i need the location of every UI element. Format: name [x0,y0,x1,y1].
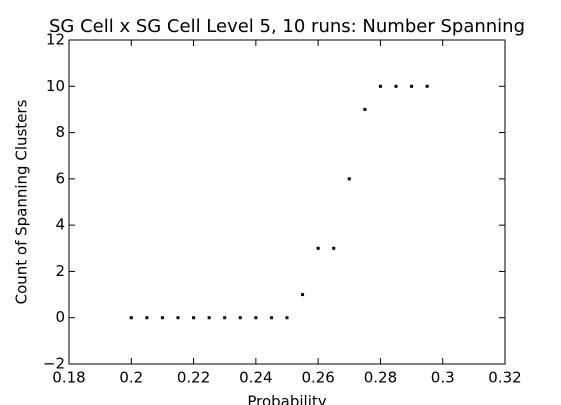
y-tick-label: 2 [55,262,65,280]
point [301,293,305,297]
point [410,84,414,88]
y-tick-label: 10 [46,77,65,95]
plot-frame [68,39,506,365]
y-axis-label: Count of Spanning Clusters [13,99,31,304]
point [223,316,227,320]
point [363,107,367,111]
chart-title: SG Cell x SG Cell Level 5, 10 runs: Numb… [49,16,525,37]
point [207,316,211,320]
y-tick-label: 8 [55,123,65,141]
x-tick-label: 0.28 [364,369,397,387]
point [129,316,133,320]
y-tick-label: 12 [46,31,65,49]
point [254,316,258,320]
point [238,316,242,320]
x-tick-label: 0.2 [119,369,143,387]
point [269,316,273,320]
x-tick-label: 0.26 [301,369,334,387]
point [160,316,164,320]
point [332,246,336,250]
x-axis-label: Probability [247,393,326,405]
point [285,316,289,320]
x-tick-label: 0.22 [177,369,210,387]
y-tick-label: 4 [55,216,65,234]
y-tick-label: −2 [43,355,65,373]
point [176,316,180,320]
point [347,177,351,181]
point [378,84,382,88]
point [316,246,320,250]
point [425,84,429,88]
y-tick-label: 6 [55,169,65,187]
y-tick-label: 0 [55,308,65,326]
x-tick-label: 0.24 [239,369,272,387]
point [192,316,196,320]
x-tick-label: 0.18 [52,369,85,387]
x-tick-label: 0.3 [431,369,455,387]
point [145,316,149,320]
point [394,84,398,88]
x-tick-label: 0.32 [488,369,521,387]
